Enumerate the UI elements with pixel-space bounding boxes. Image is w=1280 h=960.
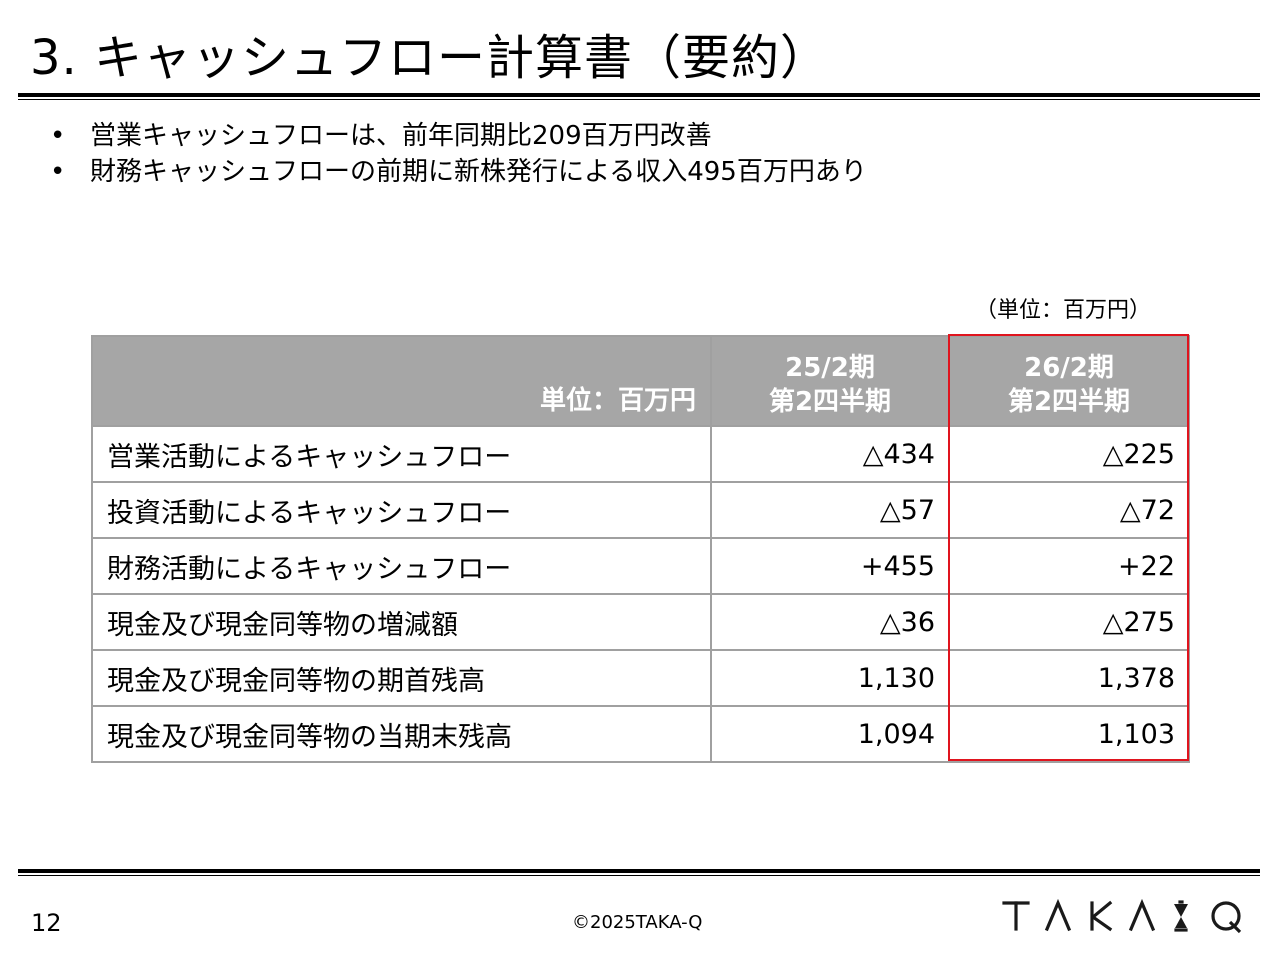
table-row: 投資活動によるキャッシュフロー △57 △72 bbox=[91, 481, 1190, 539]
table-row: 現金及び現金同等物の当期末残高 1,094 1,103 bbox=[91, 705, 1190, 763]
bullet-item: • 財務キャッシュフローの前期に新株発行による収入495百万円あり bbox=[50, 154, 867, 190]
taka-q-logo bbox=[1002, 898, 1242, 934]
header-period-curr: 26/2期第2四半期 bbox=[948, 335, 1190, 427]
period-year: 26/2期 bbox=[1024, 353, 1114, 383]
value-prev: 1,094 bbox=[710, 705, 950, 763]
value-prev: △57 bbox=[710, 481, 950, 539]
bullet-text: 営業キャッシュフローは、前年同期比209百万円改善 bbox=[90, 121, 712, 151]
value-curr: △225 bbox=[948, 425, 1190, 483]
value-prev: 1,130 bbox=[710, 649, 950, 707]
value-prev: △36 bbox=[710, 593, 950, 651]
table-row: 営業活動によるキャッシュフロー △434 △225 bbox=[91, 425, 1190, 483]
table-row: 現金及び現金同等物の期首残高 1,130 1,378 bbox=[91, 649, 1190, 707]
row-label: 財務活動によるキャッシュフロー bbox=[91, 537, 712, 595]
row-label: 投資活動によるキャッシュフロー bbox=[91, 481, 712, 539]
page-title: 3. キャッシュフロー計算書（要約） bbox=[30, 30, 830, 86]
value-curr: +22 bbox=[948, 537, 1190, 595]
value-curr: 1,103 bbox=[948, 705, 1190, 763]
page-number: 12 bbox=[31, 909, 62, 937]
cash-flow-table: 単位：百万円 25/2期第2四半期 26/2期第2四半期 営業活動によるキャッシ… bbox=[91, 335, 1190, 763]
bullet-marker: • bbox=[50, 121, 66, 151]
value-curr: △72 bbox=[948, 481, 1190, 539]
summary-bullets: • 営業キャッシュフローは、前年同期比209百万円改善 • 財務キャッシュフローの前… bbox=[50, 118, 867, 190]
copyright: ©2025TAKA-Q bbox=[572, 912, 703, 933]
title-divider bbox=[18, 93, 1260, 100]
row-label: 現金及び現金同等物の増減額 bbox=[91, 593, 712, 651]
row-label: 現金及び現金同等物の期首残高 bbox=[91, 649, 712, 707]
value-prev: +455 bbox=[710, 537, 950, 595]
period-quarter: 第2四半期 bbox=[768, 387, 892, 417]
bullet-marker: • bbox=[50, 157, 66, 187]
table-row: 財務活動によるキャッシュフロー +455 +22 bbox=[91, 537, 1190, 595]
table-row: 現金及び現金同等物の増減額 △36 △275 bbox=[91, 593, 1190, 651]
header-unit-cell: 単位：百万円 bbox=[91, 335, 712, 427]
value-curr: △275 bbox=[948, 593, 1190, 651]
row-label: 現金及び現金同等物の当期末残高 bbox=[91, 705, 712, 763]
bullet-item: • 営業キャッシュフローは、前年同期比209百万円改善 bbox=[50, 118, 867, 154]
unit-note: （単位：百万円） bbox=[975, 298, 1152, 323]
period-year: 25/2期 bbox=[785, 353, 875, 383]
period-quarter: 第2四半期 bbox=[1007, 387, 1131, 417]
table-header-row: 単位：百万円 25/2期第2四半期 26/2期第2四半期 bbox=[91, 335, 1190, 427]
value-prev: △434 bbox=[710, 425, 950, 483]
bullet-text: 財務キャッシュフローの前期に新株発行による収入495百万円あり bbox=[90, 157, 867, 187]
value-curr: 1,378 bbox=[948, 649, 1190, 707]
footer-divider bbox=[18, 869, 1260, 876]
row-label: 営業活動によるキャッシュフロー bbox=[91, 425, 712, 483]
header-period-prev: 25/2期第2四半期 bbox=[710, 335, 950, 427]
